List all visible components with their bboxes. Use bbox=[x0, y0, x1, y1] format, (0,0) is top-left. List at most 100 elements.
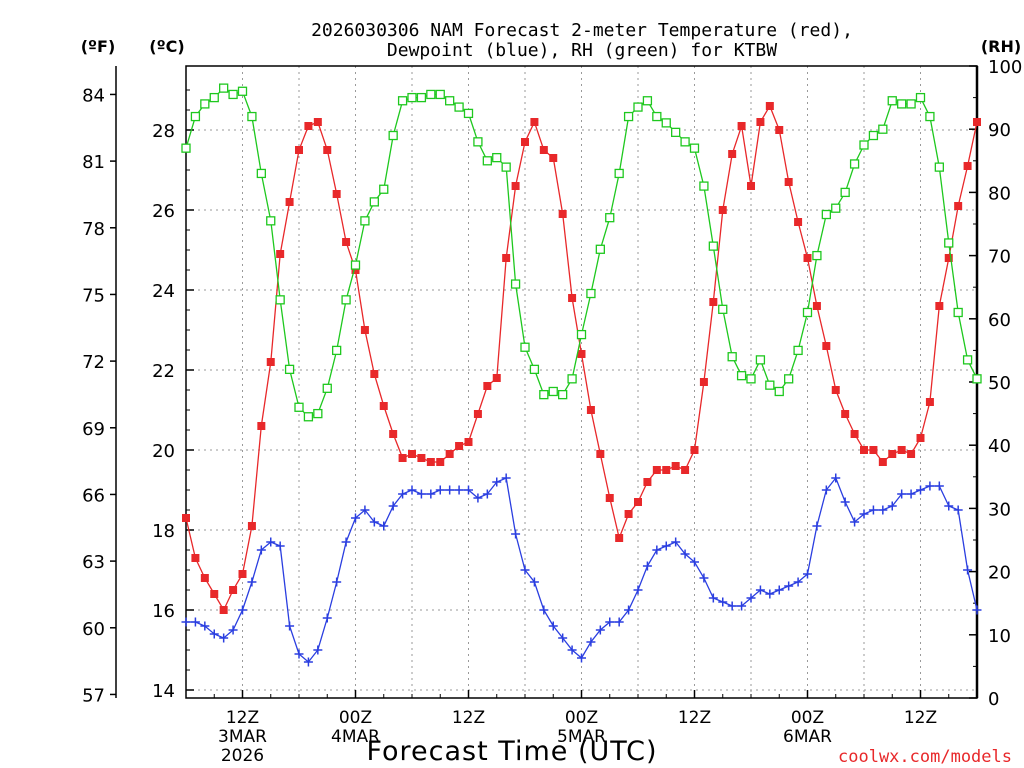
rh-point bbox=[661, 118, 671, 128]
temperature-point bbox=[492, 374, 501, 382]
rh-point bbox=[567, 374, 577, 384]
rh-point bbox=[623, 111, 634, 122]
x-tick-label: 12Z bbox=[226, 708, 259, 728]
dewpoint-point bbox=[445, 485, 455, 495]
series-2-meter-temperature bbox=[182, 102, 981, 614]
x-tick-label: 00Z bbox=[339, 708, 372, 728]
temperature-point bbox=[389, 430, 398, 438]
dewpoint-point bbox=[529, 577, 539, 587]
temperature-point bbox=[182, 514, 190, 522]
rh-point bbox=[219, 83, 229, 93]
rh-point bbox=[962, 355, 973, 365]
dewpoint-point bbox=[972, 605, 982, 615]
rh-point bbox=[209, 92, 219, 103]
rh-tick-label: 60 bbox=[988, 310, 1011, 331]
temperature-point bbox=[502, 254, 511, 262]
rh-point bbox=[463, 108, 474, 119]
rh-point bbox=[812, 250, 822, 261]
dewpoint-point bbox=[407, 485, 417, 495]
rh-point bbox=[680, 137, 690, 147]
rh-point bbox=[539, 389, 549, 400]
temperature-point bbox=[332, 190, 341, 198]
temperature-point bbox=[568, 294, 577, 302]
rh-point bbox=[426, 89, 436, 100]
rh-point bbox=[605, 213, 615, 223]
rh-point bbox=[802, 307, 813, 318]
dewpoint-point bbox=[887, 501, 897, 511]
temperature-point bbox=[681, 466, 690, 474]
temperature-point bbox=[247, 522, 256, 530]
rh-point bbox=[322, 383, 332, 393]
temperature-point bbox=[229, 586, 238, 594]
rh-point bbox=[266, 216, 276, 226]
temperature-point bbox=[276, 250, 285, 258]
dewpoint-point bbox=[190, 617, 200, 627]
rh-point bbox=[332, 345, 342, 356]
dewpoint-point bbox=[765, 589, 775, 599]
rh-point bbox=[887, 96, 897, 106]
temperature-point bbox=[841, 410, 850, 418]
rh-point bbox=[501, 162, 511, 172]
dewpoint-point bbox=[586, 637, 596, 647]
dewpoint-point bbox=[511, 529, 521, 539]
fahrenheit-tick-label: 84 bbox=[82, 85, 105, 106]
rh-point bbox=[671, 127, 681, 138]
dewpoint-point bbox=[624, 605, 634, 615]
rh-point bbox=[350, 260, 361, 270]
dewpoint-point bbox=[953, 505, 963, 515]
temperature-point bbox=[558, 210, 567, 218]
temperature-point bbox=[822, 342, 831, 350]
dewpoint-point bbox=[219, 633, 229, 643]
rh-point bbox=[699, 181, 709, 191]
dewpoint-point bbox=[464, 485, 473, 495]
celsius-tick-label: 26 bbox=[152, 201, 175, 222]
temperature-point bbox=[539, 146, 548, 154]
dewpoint-point bbox=[275, 541, 285, 551]
temperature-point bbox=[351, 266, 360, 274]
temperature-point bbox=[699, 378, 708, 386]
dewpoint-point bbox=[906, 489, 916, 499]
dewpoint-point bbox=[435, 485, 445, 495]
x-tick-date-label: 5MAR bbox=[557, 727, 606, 747]
rh-point bbox=[849, 159, 860, 169]
temperature-point bbox=[445, 450, 454, 458]
rh-point bbox=[548, 386, 558, 397]
rh-tick-label: 0 bbox=[988, 689, 999, 710]
temperature-point bbox=[285, 198, 294, 206]
rh-point bbox=[925, 111, 935, 122]
dewpoint-point bbox=[228, 625, 238, 635]
temperature-point bbox=[935, 302, 944, 310]
temperature-point bbox=[577, 350, 586, 358]
rh-point bbox=[341, 295, 351, 305]
temperature-point bbox=[521, 138, 529, 146]
rh-point bbox=[228, 89, 238, 100]
fahrenheit-tick-label: 75 bbox=[82, 285, 105, 306]
rh-point bbox=[859, 140, 869, 150]
rh-point bbox=[746, 374, 756, 384]
rh-point bbox=[482, 156, 492, 166]
dewpoint-point bbox=[633, 585, 643, 595]
temperature-point bbox=[408, 450, 416, 458]
temperature-point bbox=[605, 494, 614, 502]
x-axis-label: Forecast Time (UTC) bbox=[366, 736, 657, 767]
temperature-point bbox=[878, 458, 887, 466]
rh-point bbox=[303, 412, 314, 422]
rh-point bbox=[784, 374, 794, 384]
temperature-point bbox=[718, 206, 727, 214]
temperature-point bbox=[963, 162, 972, 170]
dewpoint-point bbox=[473, 493, 483, 503]
rh-point bbox=[529, 364, 540, 375]
rh-point bbox=[793, 345, 803, 356]
temperature-point bbox=[954, 202, 963, 210]
dewpoint-point bbox=[238, 605, 247, 615]
temperature-point bbox=[304, 122, 313, 130]
dewpoint-point bbox=[577, 653, 586, 663]
dewpoint-point bbox=[784, 581, 794, 591]
temperature-point bbox=[784, 178, 793, 186]
dewpoint-point bbox=[934, 481, 944, 491]
dewpoint-point bbox=[878, 505, 888, 515]
rh-point bbox=[445, 96, 455, 106]
temperature-point bbox=[464, 438, 473, 446]
